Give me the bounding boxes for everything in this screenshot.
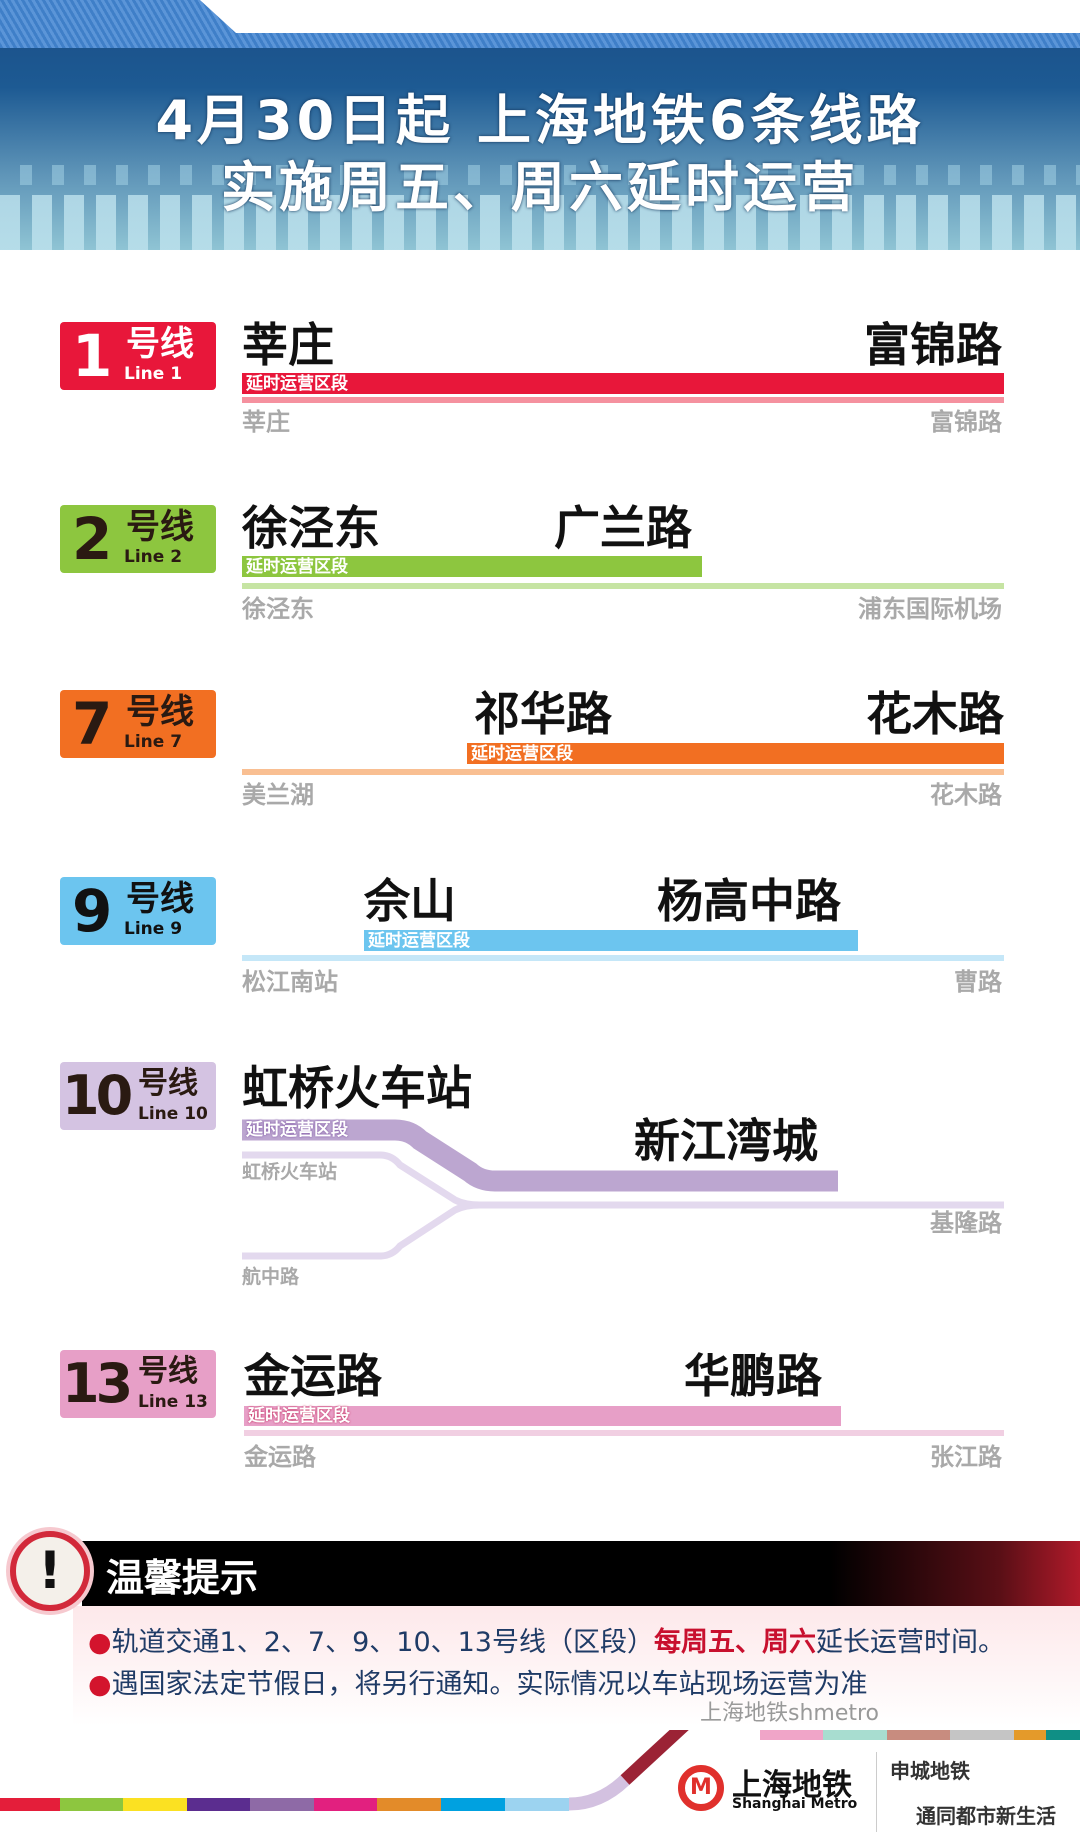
line-english: Line 2 [124,547,183,567]
segment-label: 延时运营区段 [246,1120,348,1140]
line-10-extended-segment [242,1119,838,1192]
header-notch [200,0,1080,33]
bullet-icon: ● [88,1669,112,1700]
ext-start-station: 金运路 [244,1349,382,1403]
segment-label: 延时运营区段 [368,931,470,951]
terminal-start: 松江南站 [242,968,338,996]
line-2-badge: 2 号线 Line 2 [60,505,216,573]
tip-item-2: ●遇国家法定节假日，将另行通知。实际情况以车站现场运营为准 [88,1662,868,1701]
terminal-branch-2: 航中路 [242,1266,300,1288]
watermark: 上海地铁shmetro [700,1701,880,1726]
header-pattern [20,165,1080,185]
line-suffix: 号线 [126,879,194,919]
line-10-badge: 10 号线 Line 10 [60,1062,216,1130]
ext-end-station: 杨高中路 [657,874,841,928]
header-banner: 4月30日起 上海地铁6条线路 实施周五、周六延时运营 [0,0,1080,250]
ext-start-station: 祁华路 [474,687,612,741]
metro-logo-icon: M [678,1765,724,1811]
terminal-end: 富锦路 [930,408,1002,436]
line-number: 9 [72,877,113,945]
full-line-bar [244,1430,1004,1436]
ext-end-station: 富锦路 [864,318,1002,372]
terminal-start: 徐泾东 [242,595,314,623]
ext-end-station: 广兰路 [554,501,692,555]
bullet-icon: ● [88,1627,112,1658]
page-title: 4月30日起 上海地铁6条线路 [155,89,925,152]
tip-text: 延长运营时间。 [816,1627,1005,1658]
line-7-badge: 7 号线 Line 7 [60,690,216,758]
extended-segment-bar [244,1406,841,1426]
tip-item-1: ●轨道交通1、2、7、9、10、13号线（区段）每周五、周六延长运营时间。 [88,1620,1005,1659]
logo-en: Shanghai Metro [732,1796,858,1812]
footer-line-stripes [0,1730,1080,1811]
full-line-bar [242,397,1004,403]
ext-end-station: 花木路 [866,687,1004,741]
extended-segment-bar [364,930,858,951]
page-subtitle: 实施周五、周六延时运营 [221,156,859,219]
segment-label: 延时运营区段 [246,557,348,577]
line-english: Line 1 [124,364,183,384]
line-english: Line 13 [138,1392,208,1412]
line-1-badge: 1 号线 Line 1 [60,322,216,390]
terminal-end: 张江路 [930,1443,1002,1471]
slogan-line-2: 通同都市新生活 [916,1804,1056,1828]
line-number: 1 [72,322,113,390]
tip-text: 轨道交通1、2、7、9、10、13号线（区段） [111,1627,654,1658]
line-number: 7 [72,690,113,758]
tips-body [73,1606,1080,1726]
tips-header-bar: 温馨提示 [82,1541,1080,1606]
tip-text: 遇国家法定节假日，将另行通知。实际情况以车站现场运营为准 [111,1669,868,1700]
terminal-start: 美兰湖 [242,781,314,809]
terminal-end: 浦东国际机场 [858,595,1002,623]
line-english: Line 10 [138,1104,208,1124]
full-line-bar [242,583,1004,589]
line-suffix: 号线 [138,1354,198,1389]
line-number: 10 [62,1064,133,1127]
divider [876,1752,877,1832]
line-english: Line 9 [124,919,183,939]
terminal-start: 莘庄 [242,408,290,436]
line-9-badge: 9 号线 Line 9 [60,877,216,945]
line-suffix: 号线 [138,1066,198,1101]
ext-end-station: 新江湾城 [634,1114,818,1168]
ext-start-station: 徐泾东 [242,501,380,555]
logo-cn: 上海地铁 [732,1768,852,1803]
ext-start-station: 佘山 [364,874,456,928]
ext-start-station: 莘庄 [242,318,334,372]
segment-label: 延时运营区段 [471,744,573,764]
line-english: Line 7 [124,732,183,752]
line-suffix: 号线 [126,324,194,364]
line-number: 13 [62,1352,133,1415]
segment-label: 延时运营区段 [248,1406,350,1426]
color-stripe [0,1730,1080,1811]
segment-label: 延时运营区段 [246,374,348,394]
extended-segment-bar [467,743,1004,764]
full-line-bar [242,955,1004,961]
line-number: 2 [72,505,113,573]
terminal-end: 花木路 [930,781,1002,809]
full-line-bar [242,769,1004,775]
tip-highlight: 每周五、周六 [654,1627,816,1658]
ext-start-station: 虹桥火车站 [242,1061,472,1115]
terminal-end: 曹路 [954,968,1002,996]
warning-icon: ! [10,1531,90,1611]
terminal-branch-1: 虹桥火车站 [242,1161,338,1183]
extended-segment-bar [242,556,702,577]
extended-segment-bar [242,373,1004,394]
tips-title: 温馨提示 [106,1556,259,1600]
line-10-lower-branch [242,1201,481,1260]
terminal-start: 金运路 [244,1443,316,1471]
slogan-line-1: 申城地铁 [890,1759,970,1783]
ext-end-station: 华鹏路 [684,1349,822,1403]
line-suffix: 号线 [126,507,194,547]
header-pattern [0,195,1080,250]
line-13-badge: 13 号线 Line 13 [60,1350,216,1418]
line-suffix: 号线 [126,692,194,732]
terminal-end: 基隆路 [930,1209,1002,1237]
